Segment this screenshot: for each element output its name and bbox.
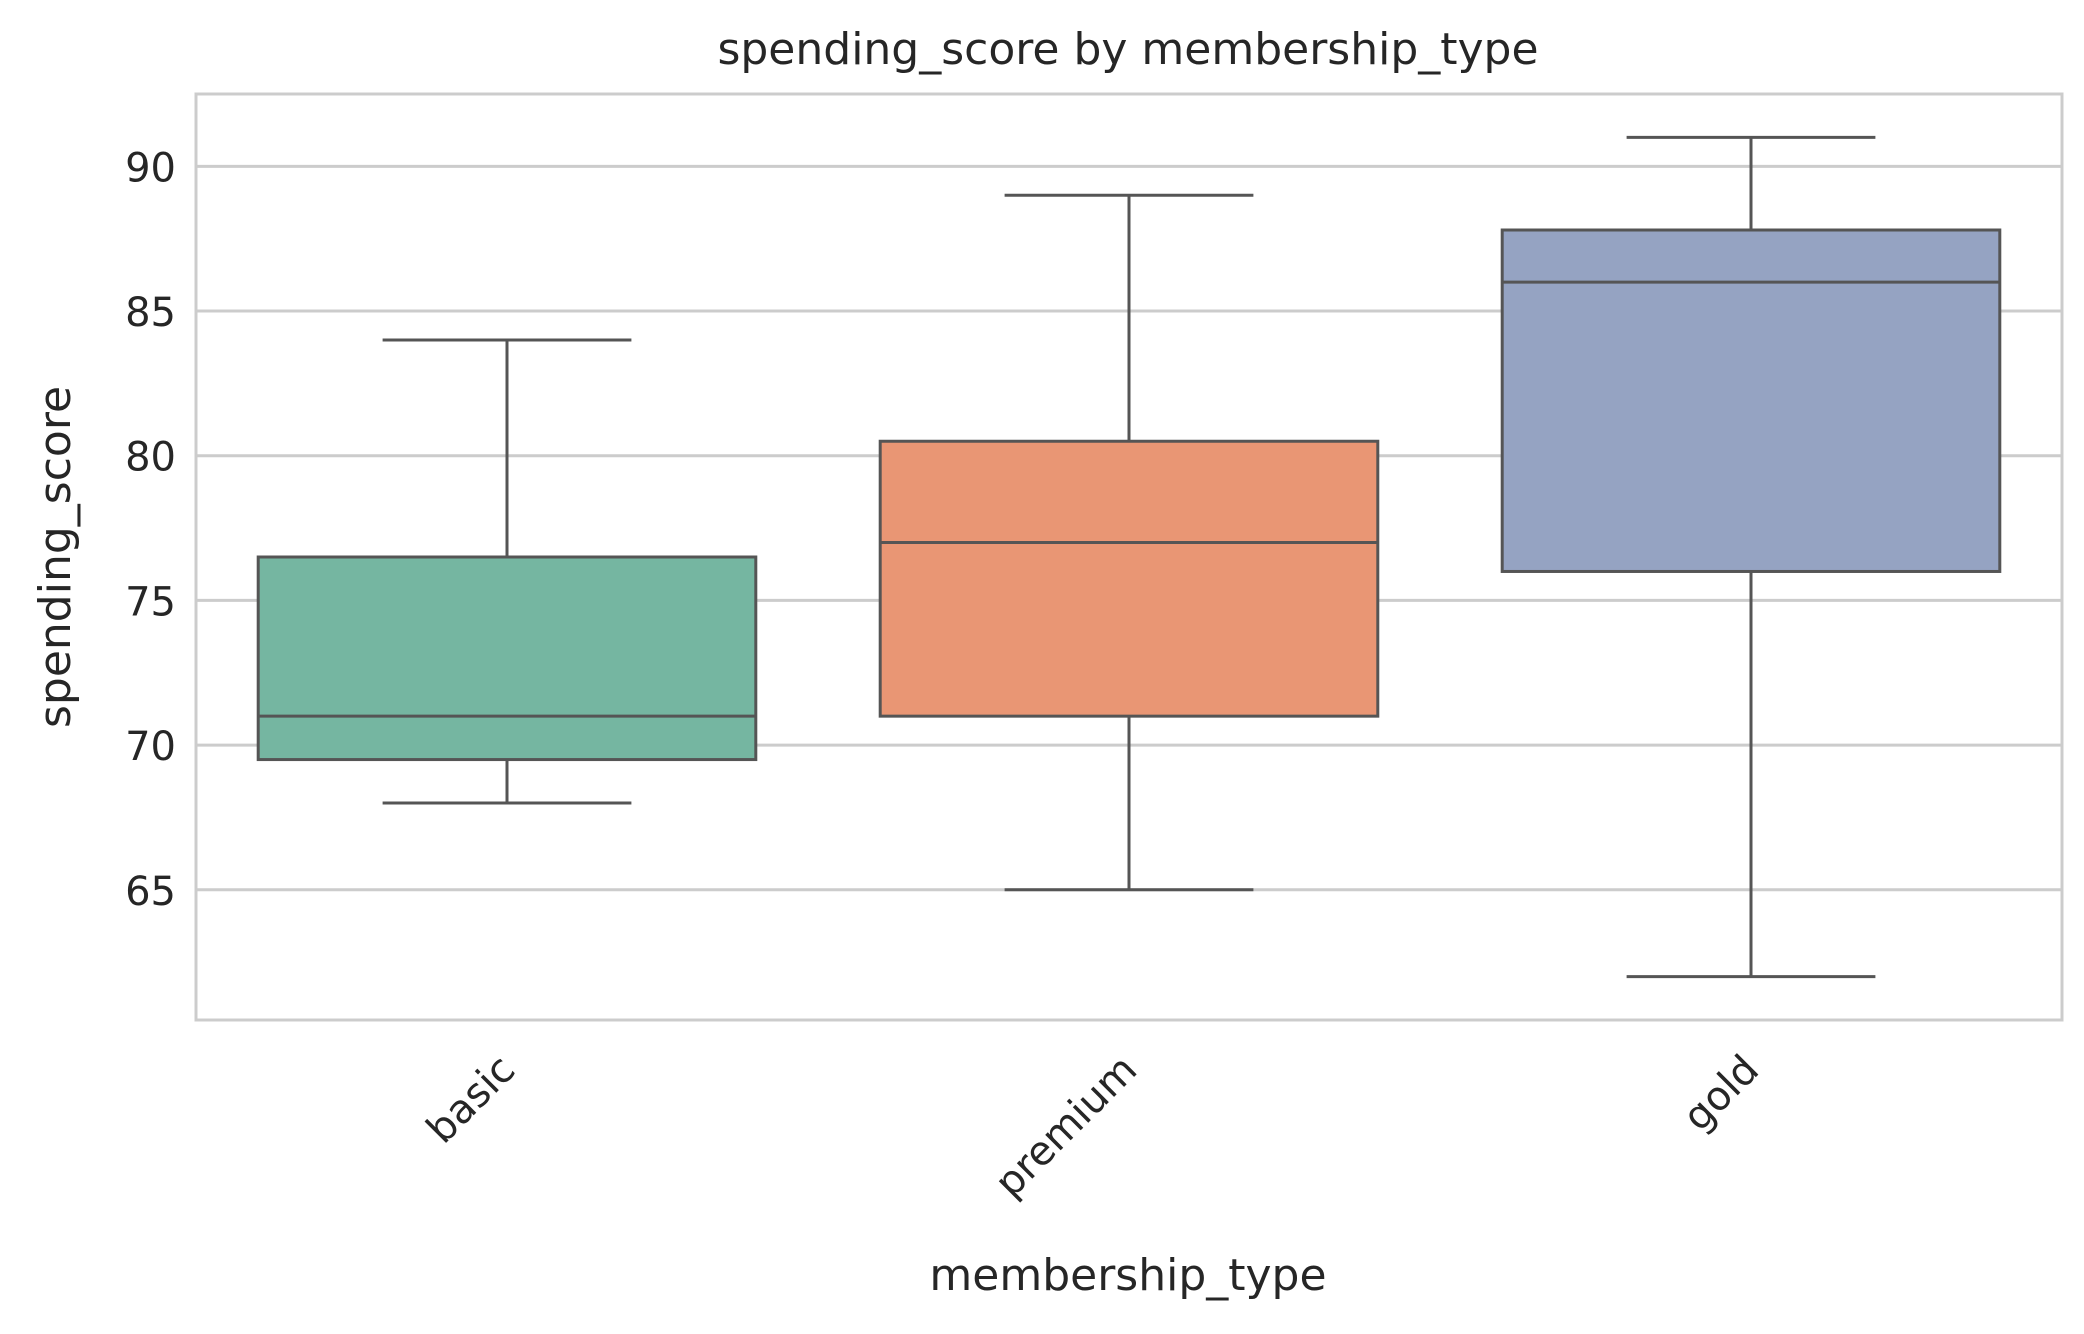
plot-frame: [194, 92, 2064, 1022]
y-tick-label: 75: [125, 579, 176, 625]
box-basic: [256, 338, 758, 805]
boxes-layer: [256, 135, 2002, 979]
iqr-box: [878, 439, 1380, 718]
x-tick-label: premium: [986, 1047, 1146, 1207]
y-tick-label: 80: [125, 435, 176, 481]
chart-title: spending_score by membership_type: [717, 24, 1538, 75]
y-tick-label: 70: [125, 724, 176, 770]
y-tick-labels: 65 70 75 80 85 90: [125, 145, 176, 914]
y-tick-label: 85: [125, 290, 176, 336]
iqr-box: [1500, 228, 2002, 573]
x-axis-label: membership_type: [929, 1250, 1326, 1301]
y-axis-label: spending_score: [30, 386, 81, 728]
box-gold: [1500, 135, 2002, 979]
x-tick-label: basic: [418, 1047, 524, 1153]
iqr-box: [256, 555, 758, 762]
y-tick-label: 65: [125, 869, 176, 915]
x-tick-labels: basic premium gold: [418, 1047, 1768, 1207]
box-premium: [878, 193, 1380, 892]
x-tick-label: gold: [1674, 1047, 1768, 1141]
y-tick-label: 90: [125, 145, 176, 191]
